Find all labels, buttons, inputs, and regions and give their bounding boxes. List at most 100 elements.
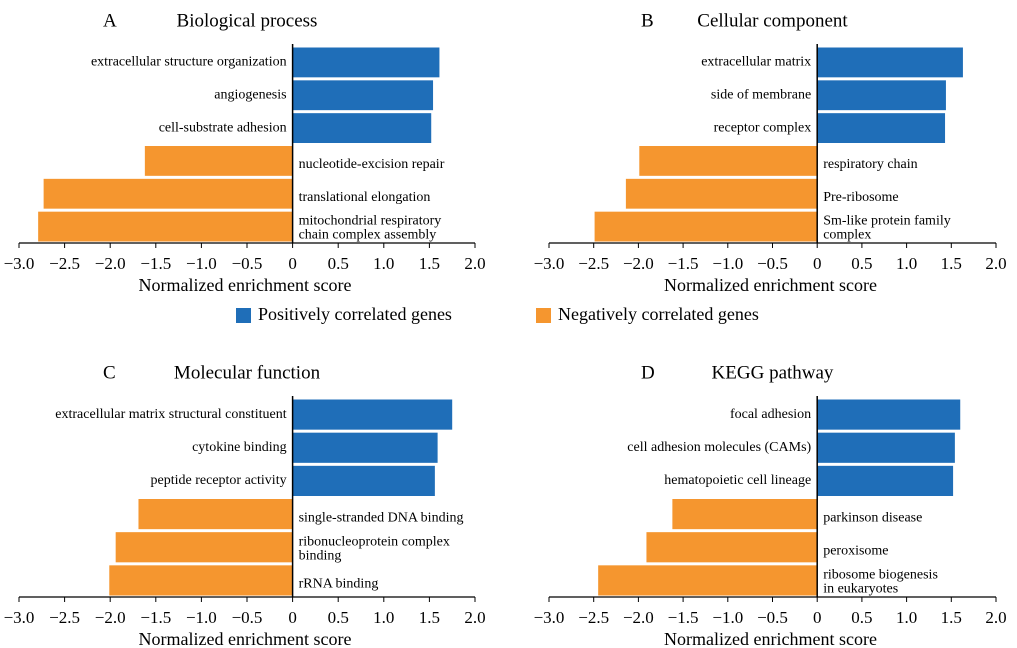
x-tick-label: 0.5 (328, 254, 349, 273)
category-label: Sm-like protein family complex (823, 214, 951, 243)
x-tick-label: 0.5 (851, 254, 872, 273)
panel-letter: B (641, 10, 654, 31)
category-label: parkinson disease (823, 510, 922, 525)
x-tick-label: −3.0 (4, 608, 35, 627)
category-label: translational elongation (299, 190, 431, 205)
category-label: extracellular matrix structural constitu… (55, 407, 286, 422)
category-label-line: complex (823, 228, 871, 243)
category-label: mitochondrial respiratory chain complex a… (299, 214, 442, 243)
category-label: Pre-ribosome (823, 190, 898, 205)
category-label-line: binding (299, 548, 342, 563)
category-label: rRNA binding (299, 577, 379, 592)
panel-letter: A (103, 10, 117, 31)
x-tick-label: −2.5 (578, 254, 609, 273)
x-tick-label: −1.5 (668, 254, 699, 273)
category-label: angiogenesis (214, 87, 286, 102)
x-tick-label: −0.5 (232, 608, 263, 627)
panel-title: Molecular function (174, 362, 321, 383)
x-tick-label: −2.0 (623, 254, 654, 273)
x-tick-label: 2.0 (464, 608, 485, 627)
bar (646, 532, 818, 563)
x-tick-label: 0 (288, 608, 297, 627)
x-tick-label: −1.0 (712, 608, 743, 627)
x-tick-label: 2.0 (464, 254, 485, 273)
x-tick-label: −3.0 (4, 254, 35, 273)
category-label: cell-substrate adhesion (159, 120, 287, 135)
x-tick-label: 0 (813, 608, 822, 627)
x-tick-label: −1.5 (140, 608, 171, 627)
panel-title: Cellular component (697, 10, 848, 31)
x-axis-title: Normalized enrichment score (139, 275, 352, 295)
x-tick-label: −3.0 (534, 608, 565, 627)
bar (292, 80, 434, 111)
bar (817, 113, 946, 143)
category-label: peptide receptor activity (151, 473, 287, 488)
x-tick-label: 1.5 (941, 608, 962, 627)
x-tick-label: 0 (813, 254, 822, 273)
x-tick-label: 2.0 (985, 608, 1006, 627)
category-label: nucleotide-excision repair (299, 157, 445, 172)
category-label-line: chain complex assembly (299, 228, 437, 243)
x-tick-label: 0.5 (328, 608, 349, 627)
bar (115, 532, 293, 563)
bar (292, 47, 440, 78)
x-tick-label: 1.5 (941, 254, 962, 273)
bar (292, 399, 453, 430)
x-axis-title: Normalized enrichment score (664, 629, 877, 648)
x-tick-label: −2.5 (49, 254, 80, 273)
x-tick-label: 1.0 (896, 608, 917, 627)
bar (598, 565, 818, 596)
panel-letter: C (103, 362, 116, 383)
bar (817, 465, 954, 496)
x-tick-label: −1.0 (712, 254, 743, 273)
category-label-line: ribosome biogenesis (823, 568, 938, 583)
x-tick-label: 1.5 (419, 608, 440, 627)
panel-letter: D (641, 362, 655, 383)
bar (292, 113, 432, 143)
x-tick-label: −0.5 (757, 254, 788, 273)
category-label: ribonucleoprotein complex binding (299, 534, 450, 563)
x-tick-label: −2.5 (49, 608, 80, 627)
category-label: respiratory chain (823, 157, 917, 172)
bar (639, 146, 818, 176)
x-tick-label: 2.0 (985, 254, 1006, 273)
bar (817, 47, 963, 78)
x-axis-title: Normalized enrichment score (664, 275, 877, 295)
x-tick-label: −1.0 (186, 608, 217, 627)
x-tick-label: −3.0 (534, 254, 565, 273)
category-label: focal adhesion (730, 407, 811, 422)
panel-title: KEGG pathway (712, 362, 834, 383)
bar (292, 432, 438, 463)
legend-swatch (236, 308, 251, 323)
x-axis-title: Normalized enrichment score (139, 629, 352, 648)
bar (138, 499, 293, 530)
bar (817, 399, 961, 430)
x-tick-label: −1.5 (668, 608, 699, 627)
category-label: cell adhesion molecules (CAMs) (627, 440, 811, 455)
legend-label: Positively correlated genes (258, 304, 452, 324)
bar (594, 211, 818, 242)
category-label-line: mitochondrial respiratory (299, 214, 442, 229)
category-label: side of membrane (711, 87, 811, 102)
category-label-line: Sm-like protein family (823, 214, 951, 229)
x-tick-label: −2.0 (95, 254, 126, 273)
bar (292, 465, 435, 496)
x-tick-label: −0.5 (232, 254, 263, 273)
bar (43, 178, 293, 209)
x-tick-label: 0.5 (851, 608, 872, 627)
x-tick-label: 1.0 (373, 254, 394, 273)
category-label-line: in eukaryotes (823, 582, 898, 597)
category-label: receptor complex (714, 120, 812, 135)
category-label: extracellular matrix (701, 55, 811, 70)
x-tick-label: −2.0 (623, 608, 654, 627)
bar (817, 80, 946, 111)
x-tick-label: −0.5 (757, 608, 788, 627)
bar (672, 499, 818, 530)
category-label-line: ribonucleoprotein complex (299, 534, 450, 549)
legend-label: Negatively correlated genes (558, 304, 759, 324)
bar (817, 432, 955, 463)
x-tick-label: 0 (288, 254, 297, 273)
x-tick-label: −1.5 (140, 254, 171, 273)
